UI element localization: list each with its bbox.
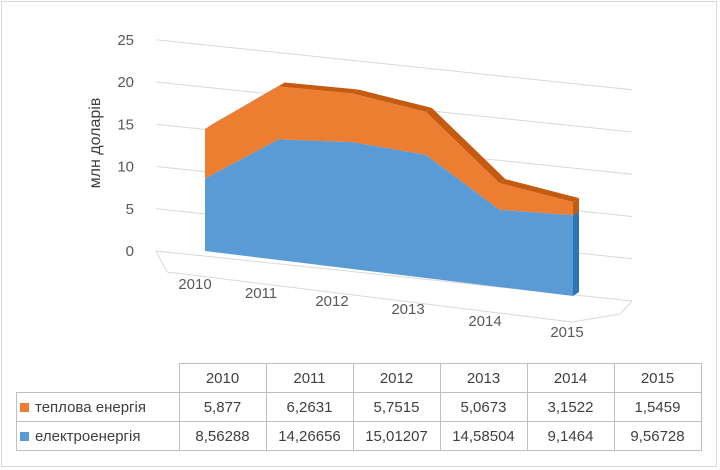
area-ridge-heat <box>205 82 285 129</box>
data-table-year: 2011 <box>265 363 354 393</box>
y-tick-label: 5 <box>126 201 134 218</box>
x-tick-label: 2011 <box>245 285 277 302</box>
x-tick-label: 2010 <box>178 276 211 293</box>
data-table-cell: 9,1464 <box>526 421 615 451</box>
data-table-cell: 15,01207 <box>352 421 441 451</box>
area-ridge-heat <box>499 179 579 203</box>
data-table-cell: 8,56288 <box>178 421 267 451</box>
floor-edge-front <box>166 271 633 323</box>
data-table-row-electric: електроенергія 8,56288 14,26656 15,01207… <box>16 421 702 451</box>
data-table-header-row: 2010 2011 2012 2013 2014 2015 <box>17 363 702 393</box>
area-side-electricity <box>573 211 579 296</box>
data-table-cell: 14,58504 <box>439 421 528 451</box>
data-table-cell: 14,26656 <box>265 421 354 451</box>
data-table-cell: 5,0673 <box>439 392 528 422</box>
floor-edge-left <box>155 250 168 273</box>
area-heat <box>205 86 573 216</box>
legend-entry-electric: електроенергія <box>16 421 180 451</box>
y-axis-label: млн доларів <box>87 97 104 189</box>
data-table-cell: 5,7515 <box>352 392 441 422</box>
legend-label-electric: електроенергія <box>35 427 141 445</box>
x-tick-label: 2014 <box>468 313 501 330</box>
data-table: 2010 2011 2012 2013 2014 2015 теплова ен… <box>16 363 702 451</box>
data-table-year: 2014 <box>526 363 615 393</box>
data-table-cell: 9,56728 <box>613 421 702 451</box>
area-ridge-heat <box>352 89 432 112</box>
legend-swatch-heat <box>20 403 29 413</box>
data-table-row-heat: теплова енергія 5,877 6,2631 5,7515 5,06… <box>16 392 702 422</box>
x-tick-label: 2012 <box>315 293 348 310</box>
data-table-year: 2013 <box>439 363 528 393</box>
area-ridge-heat <box>278 82 359 94</box>
data-table-year: 2015 <box>613 363 702 393</box>
data-table-cell: 6,2631 <box>265 392 354 422</box>
area-ridge-heat <box>425 107 506 184</box>
y-tick-label: 25 <box>117 32 134 49</box>
y-tick-label: 10 <box>117 159 134 176</box>
legend-label-heat: теплова енергія <box>35 398 146 416</box>
legend-swatch-electric <box>20 432 29 442</box>
data-table-corner <box>17 364 180 393</box>
data-table-year: 2010 <box>178 363 267 393</box>
area-side-heat <box>573 198 579 216</box>
data-table-cell: 3,1522 <box>526 392 615 422</box>
data-table-cell: 1,5459 <box>613 392 702 422</box>
y-tick-label: 0 <box>126 243 134 260</box>
data-table-cell: 5,877 <box>178 392 267 422</box>
x-tick-label: 2013 <box>391 301 424 318</box>
x-tick-label: 2015 <box>550 324 583 341</box>
legend-entry-heat: теплова енергія <box>16 392 180 422</box>
y-tick-label: 20 <box>117 74 134 91</box>
data-table-year: 2012 <box>352 363 441 393</box>
y-tick-label: 15 <box>117 116 134 133</box>
gridline <box>155 39 633 91</box>
area-electricity <box>205 139 573 296</box>
